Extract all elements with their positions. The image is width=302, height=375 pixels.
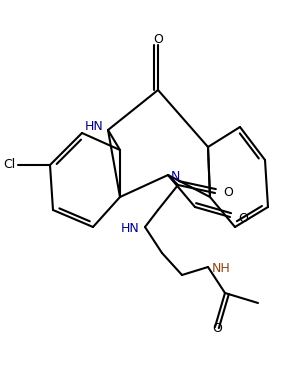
- Text: NH: NH: [212, 262, 231, 276]
- Text: HN: HN: [121, 222, 140, 236]
- Text: HN: HN: [84, 120, 103, 132]
- Text: Cl: Cl: [3, 159, 15, 171]
- Text: O: O: [212, 322, 222, 335]
- Text: N: N: [171, 171, 180, 183]
- Text: O: O: [153, 33, 163, 46]
- Text: O: O: [238, 213, 248, 225]
- Text: O: O: [223, 186, 233, 200]
